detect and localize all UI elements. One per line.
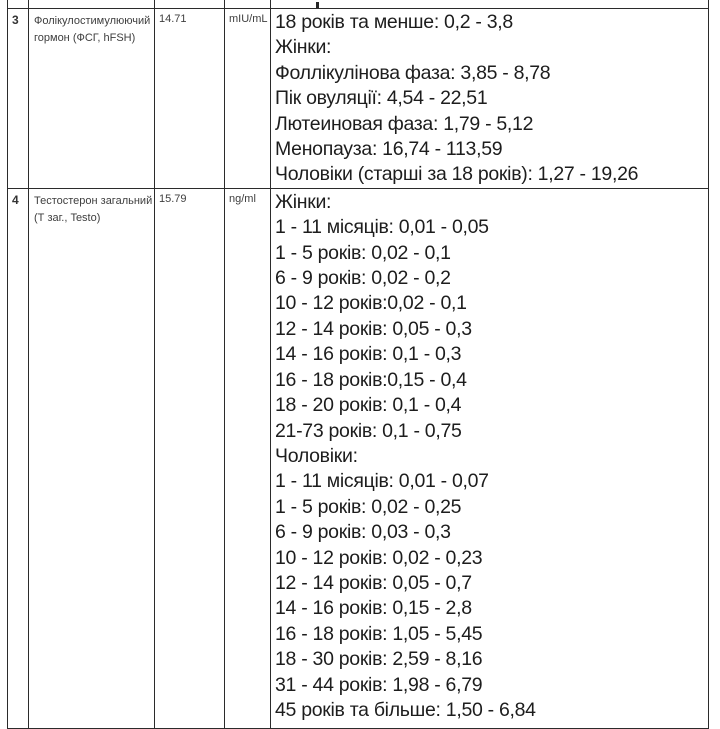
reference-range-line: Фоллікулінова фаза: 3,85 - 8,78 [275, 61, 551, 84]
analyte-name-line: гормон (ФСГ, hFSH) [34, 32, 136, 44]
reference-range-line: 14 - 16 років: 0,15 - 2,8 [275, 597, 472, 620]
reference-range-line: 31 - 44 років: 1,98 - 6,79 [275, 673, 483, 696]
reference-range-line: 1 - 5 років: 0,02 - 0,25 [275, 495, 462, 518]
analyte-name-cell: Тестостерон загальний (Т заг., Testo) [28, 187, 155, 729]
reference-range-line: 12 - 14 років: 0,05 - 0,7 [275, 571, 472, 594]
table-row-fsh: 3 Фолікулостимулюючий гормон (ФСГ, hFSH)… [7, 8, 709, 189]
row-number-cell: 4 [7, 187, 29, 729]
reference-range-line: Жінки: [275, 36, 332, 59]
reference-cell: Жінки: 1 - 11 місяців: 0,01 - 0,05 1 - 5 р… [270, 187, 709, 729]
reference-range-line: Чоловіки (старші за 18 років): 1,27 - 19… [275, 163, 639, 186]
analyte-name-line: Фолікулостимулюючий [34, 15, 151, 27]
reference-cell [270, 0, 709, 9]
reference-range-line: 1 - 11 місяців: 0,01 - 0,05 [275, 216, 489, 239]
clipped-text-fragment [316, 2, 319, 8]
reference-range-line: Жінки: [275, 190, 332, 213]
reference-range-line: 21-73 років: 0,1 - 0,75 [275, 419, 462, 442]
reference-range-line: Менопауза: 16,74 - 113,59 [275, 138, 503, 161]
reference-range-line: 16 - 18 років: 1,05 - 5,45 [275, 622, 483, 645]
analyte-name-cell [28, 0, 155, 9]
row-number-cell: 3 [7, 8, 29, 189]
clipped-previous-row [7, 0, 709, 9]
reference-range-line: 10 - 12 років:0,02 - 0,1 [275, 292, 467, 315]
row-number-cell [7, 0, 29, 9]
reference-range-line: 10 - 12 років: 0,02 - 0,23 [275, 546, 483, 569]
result-value-cell: 15.79 [154, 187, 225, 729]
reference-range-line: Лютеиновая фаза: 1,79 - 5,12 [275, 112, 534, 135]
reference-range-line: 45 років та більше: 1,50 - 6,84 [275, 698, 536, 721]
reference-cell: 18 років та менше: 0,2 - 3,8 Жінки: Фоллік… [270, 8, 709, 189]
reference-range-line: 1 - 5 років: 0,02 - 0,1 [275, 241, 451, 264]
reference-range-line: 14 - 16 років: 0,1 - 0,3 [275, 343, 462, 366]
reference-range-line: 18 - 30 років: 2,59 - 8,16 [275, 648, 483, 671]
reference-range-line: 1 - 11 місяців: 0,01 - 0,07 [275, 470, 489, 493]
reference-range-line: Пік овуляції: 4,54 - 22,51 [275, 87, 488, 110]
reference-range-line: 6 - 9 років: 0,03 - 0,3 [275, 521, 451, 544]
reference-range-line: 18 років та менше: 0,2 - 3,8 [275, 11, 513, 33]
analyte-name-line: (Т заг., Testo) [34, 211, 101, 224]
unit-cell: mIU/mL [224, 8, 271, 189]
reference-range-line: 16 - 18 років:0,15 - 0,4 [275, 368, 467, 391]
analyte-name-line: Тестостерон загальний [34, 194, 153, 207]
analyte-name-cell: Фолікулостимулюючий гормон (ФСГ, hFSH) [28, 8, 155, 189]
reference-range-line: Чоловіки: [275, 444, 358, 467]
reference-range-line: 6 - 9 років: 0,02 - 0,2 [275, 267, 451, 290]
reference-range-line: 12 - 14 років: 0,05 - 0,3 [275, 317, 472, 340]
result-value-cell: 14.71 [154, 8, 225, 189]
result-value-cell [154, 0, 225, 9]
table-row-testosterone: 4 Тестостерон загальний (Т заг., Testo) … [7, 187, 709, 729]
unit-cell: ng/ml [224, 187, 271, 729]
unit-cell [224, 0, 271, 9]
reference-range-line: 18 - 20 років: 0,1 - 0,4 [275, 394, 462, 417]
lab-results-table: 3 Фолікулостимулюючий гормон (ФСГ, hFSH)… [7, 0, 709, 729]
